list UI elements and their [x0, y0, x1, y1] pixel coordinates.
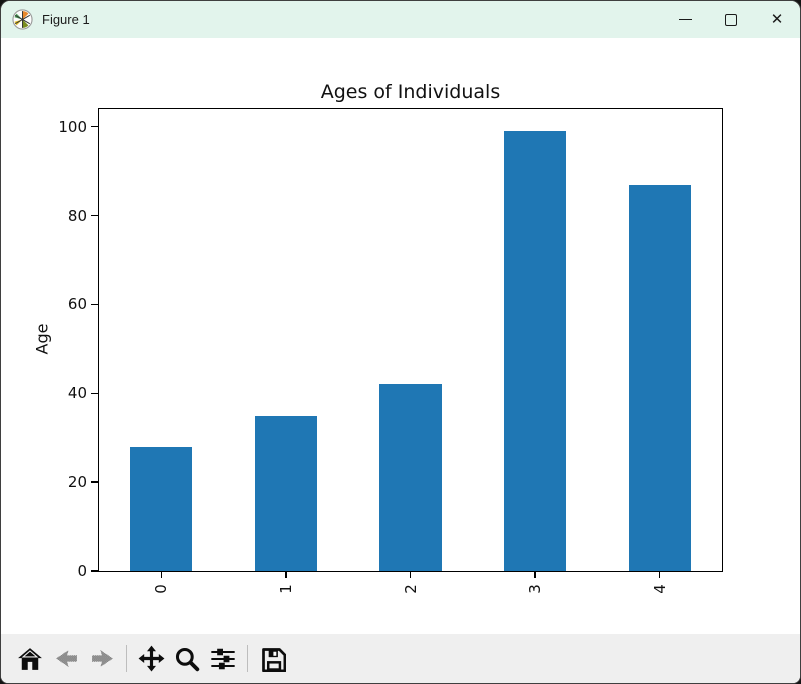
pan-icon — [138, 645, 164, 672]
y-tick-mark — [91, 570, 98, 572]
x-tick-label: 2 — [401, 584, 420, 594]
back-button[interactable] — [49, 641, 83, 677]
figure-canvas: Ages of Individuals Age 0 20 40 60 80 100 0 1 2 3… — [1, 38, 800, 634]
bar-3 — [503, 131, 567, 571]
x-tick-mark — [285, 571, 287, 578]
axes-area: 0 20 40 60 80 100 0 1 2 3 4 — [58, 108, 723, 594]
y-axis-label: Age — [32, 323, 52, 355]
x-tick-mark — [409, 571, 412, 578]
forward-arrow-icon — [91, 650, 113, 667]
bar-2 — [379, 384, 442, 571]
x-tick-label: 1 — [276, 584, 295, 594]
y-tick-mark — [91, 392, 98, 394]
minimize-icon — [678, 19, 692, 20]
toolbar-separator — [247, 645, 248, 672]
magnifier-icon — [175, 647, 200, 671]
maximize-button[interactable] — [708, 1, 754, 38]
y-tick-mark — [91, 481, 98, 483]
zoom-button[interactable] — [170, 641, 204, 677]
home-icon — [18, 647, 42, 670]
bar-4 — [628, 184, 691, 571]
y-tick-label: 100 — [58, 117, 87, 136]
bar-0 — [130, 446, 193, 571]
configure-subplots-button[interactable] — [206, 641, 240, 677]
titlebar[interactable]: Figure 1 ✕ — [1, 1, 800, 38]
save-button[interactable] — [255, 641, 289, 677]
chart-title: Ages of Individuals — [320, 81, 501, 103]
back-arrow-icon — [55, 650, 77, 667]
toolbar-separator — [126, 645, 127, 672]
maximize-icon — [725, 13, 737, 26]
matplotlib-logo-icon — [12, 9, 33, 30]
y-tick-mark — [91, 126, 98, 128]
x-tick-mark — [160, 571, 162, 578]
sliders-icon — [211, 648, 235, 669]
x-tick-label: 3 — [526, 584, 545, 594]
x-tick-mark — [534, 571, 536, 578]
y-tick-label: 0 — [77, 562, 87, 580]
close-icon: ✕ — [770, 10, 784, 28]
x-tick-label: 0 — [152, 584, 171, 594]
close-button[interactable]: ✕ — [754, 1, 800, 38]
bar-1 — [254, 415, 318, 571]
save-floppy-icon — [261, 648, 286, 672]
x-tick-label: 4 — [650, 584, 669, 594]
window-title: Figure 1 — [42, 12, 90, 27]
forward-button[interactable] — [85, 641, 119, 677]
home-button[interactable] — [13, 641, 47, 677]
y-tick-label: 20 — [67, 473, 87, 492]
y-tick-label: 80 — [67, 206, 87, 225]
minimize-button[interactable] — [662, 1, 708, 38]
navigation-toolbar — [1, 634, 800, 683]
x-tick-mark — [659, 571, 661, 578]
y-tick-mark — [91, 303, 98, 306]
pan-button[interactable] — [134, 641, 168, 677]
y-tick-label: 40 — [67, 384, 87, 403]
y-tick-label: 60 — [67, 295, 87, 314]
y-tick-mark — [91, 214, 98, 217]
